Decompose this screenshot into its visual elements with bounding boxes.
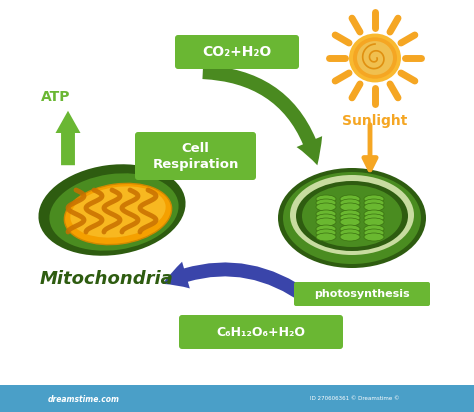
Ellipse shape xyxy=(49,173,179,251)
Text: C₆H₁₂O₆+H₂O: C₆H₁₂O₆+H₂O xyxy=(217,325,306,339)
Ellipse shape xyxy=(64,183,172,245)
FancyBboxPatch shape xyxy=(294,282,430,306)
Ellipse shape xyxy=(364,199,384,207)
Ellipse shape xyxy=(353,37,397,79)
Text: CO₂+H₂O: CO₂+H₂O xyxy=(202,45,272,59)
FancyArrowPatch shape xyxy=(202,65,322,165)
Ellipse shape xyxy=(340,195,360,203)
Ellipse shape xyxy=(340,203,360,211)
Ellipse shape xyxy=(364,203,384,211)
Text: ID 270606361 © Dreamstime ©: ID 270606361 © Dreamstime © xyxy=(310,396,400,402)
Ellipse shape xyxy=(340,214,360,222)
Ellipse shape xyxy=(316,229,336,237)
Text: Sunlight: Sunlight xyxy=(342,114,408,128)
Text: ATP: ATP xyxy=(41,90,71,104)
Ellipse shape xyxy=(316,233,336,241)
Ellipse shape xyxy=(340,218,360,226)
Ellipse shape xyxy=(340,233,360,241)
Ellipse shape xyxy=(290,175,414,255)
Ellipse shape xyxy=(316,203,336,211)
Ellipse shape xyxy=(296,181,408,251)
Ellipse shape xyxy=(316,199,336,207)
Ellipse shape xyxy=(357,41,393,75)
FancyArrowPatch shape xyxy=(163,262,312,304)
Ellipse shape xyxy=(340,225,360,233)
Ellipse shape xyxy=(340,229,360,237)
FancyBboxPatch shape xyxy=(135,132,256,180)
Ellipse shape xyxy=(70,186,165,238)
Bar xyxy=(0,385,474,412)
Ellipse shape xyxy=(364,210,384,218)
Ellipse shape xyxy=(38,164,185,256)
Ellipse shape xyxy=(349,33,401,82)
FancyArrowPatch shape xyxy=(55,111,81,165)
FancyBboxPatch shape xyxy=(179,315,343,349)
Text: Cell
Respiration: Cell Respiration xyxy=(152,141,239,171)
Ellipse shape xyxy=(364,225,384,233)
FancyBboxPatch shape xyxy=(175,35,299,69)
Ellipse shape xyxy=(278,168,426,268)
Ellipse shape xyxy=(316,218,336,226)
Text: dreamstime.com: dreamstime.com xyxy=(48,395,120,403)
Ellipse shape xyxy=(364,229,384,237)
Text: photosynthesis: photosynthesis xyxy=(314,289,410,299)
Ellipse shape xyxy=(364,218,384,226)
Ellipse shape xyxy=(364,195,384,203)
Ellipse shape xyxy=(283,172,421,264)
Ellipse shape xyxy=(316,195,336,203)
Ellipse shape xyxy=(316,214,336,222)
Ellipse shape xyxy=(302,185,402,247)
Ellipse shape xyxy=(364,214,384,222)
Ellipse shape xyxy=(340,199,360,207)
Text: Chloroplast: Chloroplast xyxy=(294,282,410,300)
Ellipse shape xyxy=(316,225,336,233)
Text: Mitochondria: Mitochondria xyxy=(40,270,174,288)
Ellipse shape xyxy=(316,210,336,218)
Ellipse shape xyxy=(340,210,360,218)
Ellipse shape xyxy=(364,233,384,241)
